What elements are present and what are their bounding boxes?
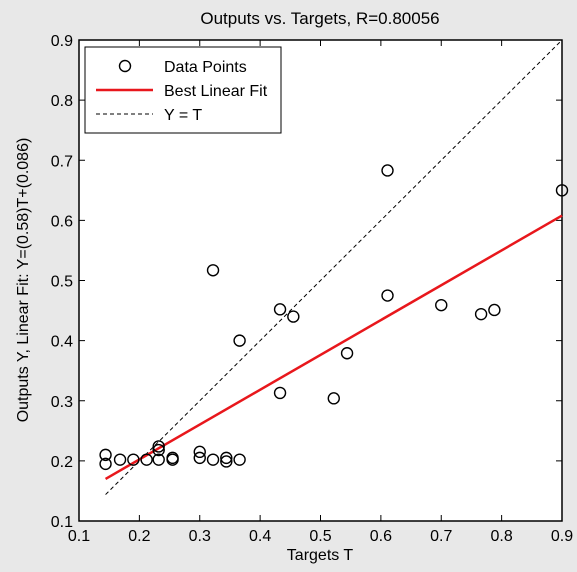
- data-point: [99, 457, 112, 471]
- x-tick-label: 0.6: [370, 528, 392, 545]
- data-point: [381, 164, 394, 177]
- chart-title: Outputs vs. Targets, R=0.80056: [200, 9, 439, 28]
- data-point: [287, 310, 300, 323]
- x-tick-label: 0.9: [551, 528, 573, 545]
- y-tick-label: 0.8: [51, 93, 73, 110]
- x-tick-label: 0.7: [430, 528, 452, 545]
- legend-marker-data-points: [118, 59, 132, 73]
- legend-label-data-points: Data Points: [164, 59, 247, 76]
- x-axis-label: Targets T: [287, 547, 354, 564]
- data-point: [206, 453, 220, 466]
- y-tick-label: 0.9: [51, 33, 73, 50]
- data-point: [555, 184, 569, 197]
- data-point: [152, 440, 165, 453]
- legend: Data Points Best Linear Fit Y = T: [84, 46, 282, 134]
- data-point: [220, 455, 233, 468]
- data-point: [206, 264, 220, 277]
- data-point: [113, 453, 127, 466]
- x-tick-label: 0.2: [128, 528, 150, 545]
- y-tick-label: 0.1: [51, 514, 73, 531]
- x-tick-label: 0.4: [249, 528, 271, 545]
- y-tick-label: 0.7: [51, 153, 73, 170]
- data-point: [340, 347, 354, 360]
- point-layer: [99, 164, 569, 471]
- x-tick-label: 0.8: [491, 528, 513, 545]
- data-point: [152, 443, 165, 457]
- legend-label-best-fit: Best Linear Fit: [164, 83, 268, 100]
- x-tick-label: 0.3: [189, 528, 211, 545]
- best-linear-fit-line: [104, 214, 563, 480]
- data-point: [127, 453, 140, 466]
- legend-label-identity: Y = T: [164, 107, 202, 124]
- identity-line: [105, 39, 563, 495]
- data-point: [327, 392, 340, 405]
- data-point: [233, 453, 246, 466]
- data-point: [488, 303, 501, 317]
- data-point: [166, 453, 179, 466]
- data-point: [99, 448, 112, 462]
- y-tick-label: 0.4: [51, 334, 73, 351]
- y-tick-label: 0.3: [51, 394, 73, 411]
- data-point: [193, 445, 206, 459]
- line-layer: [104, 39, 563, 495]
- y-tick-label: 0.2: [51, 454, 73, 471]
- data-point: [474, 307, 488, 321]
- data-point: [152, 453, 165, 466]
- y-axis-label: Outputs Y, Linear Fit: Y=(0.58)T+(0.086): [15, 138, 32, 423]
- x-tick-label: 0.1: [68, 528, 90, 545]
- data-point: [233, 334, 246, 347]
- data-point: [273, 303, 287, 316]
- tick-layer: 0.1 0.2 0.3 0.4 0.5 0.6 0.7 0.8 0.9 0.1 0.2 0.3 0.4 0…: [51, 33, 573, 545]
- data-point: [193, 451, 206, 465]
- y-tick-label: 0.5: [51, 274, 73, 291]
- x-tick-label: 0.5: [309, 528, 331, 545]
- data-point: [381, 289, 394, 302]
- data-point: [435, 298, 448, 312]
- data-point: [220, 451, 233, 465]
- data-point: [273, 386, 287, 400]
- y-tick-label: 0.6: [51, 213, 73, 230]
- data-point: [140, 453, 153, 466]
